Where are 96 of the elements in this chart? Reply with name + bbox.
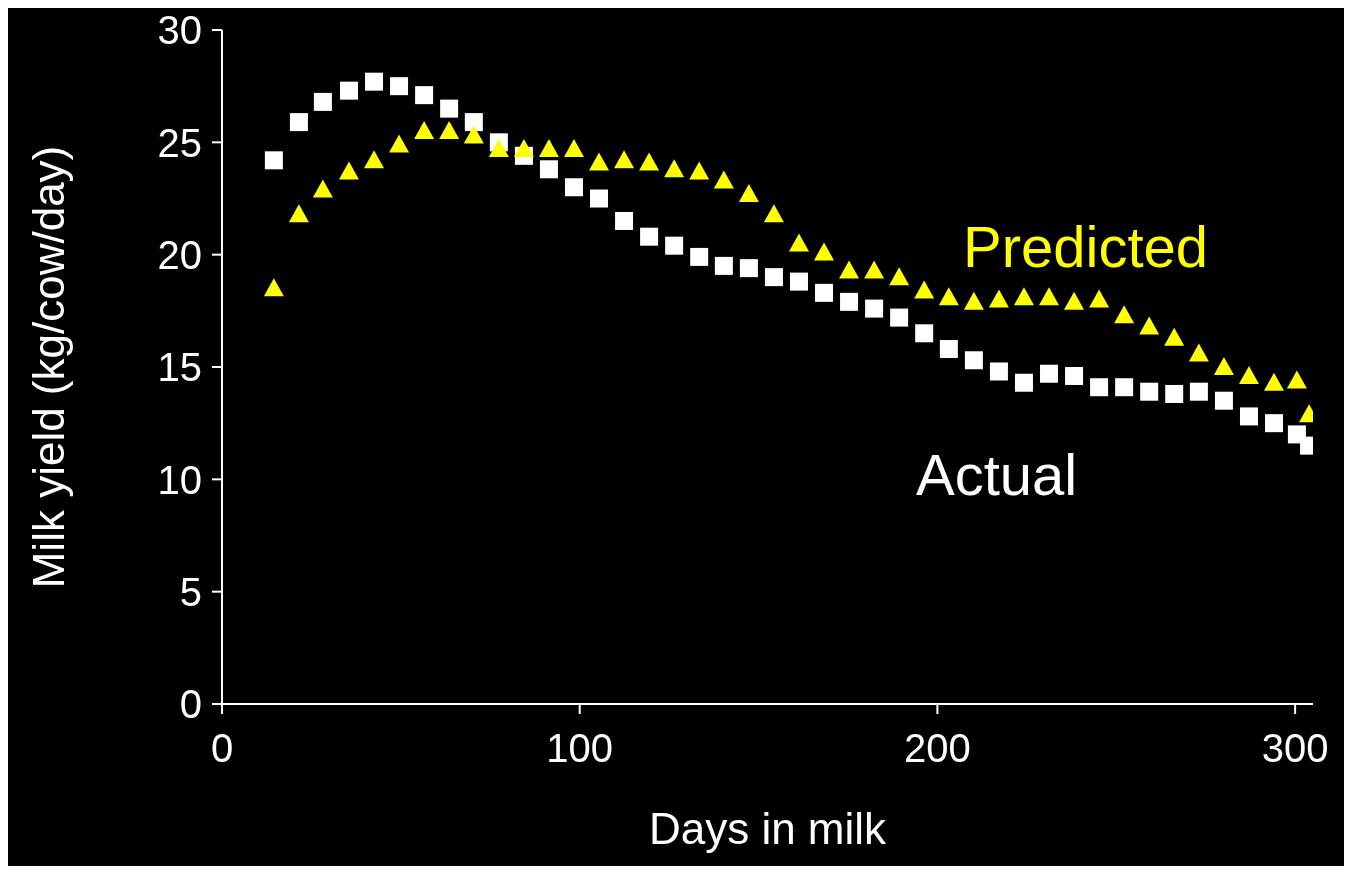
point <box>488 139 509 158</box>
point <box>1040 364 1059 383</box>
point <box>513 139 534 158</box>
series-label: Actual <box>916 442 1078 507</box>
point <box>615 211 634 230</box>
point <box>639 152 660 171</box>
point <box>814 242 835 261</box>
point <box>1165 384 1184 403</box>
point <box>840 292 859 311</box>
point <box>1065 366 1084 385</box>
x-tick-label: 0 <box>210 726 234 771</box>
point <box>539 160 558 179</box>
point <box>339 81 358 100</box>
point <box>640 227 659 246</box>
point <box>890 308 909 327</box>
point <box>915 324 934 343</box>
point <box>664 159 685 178</box>
point <box>288 204 309 223</box>
point <box>1188 343 1209 362</box>
x-tick-label: 100 <box>546 726 614 771</box>
point <box>989 362 1008 381</box>
point <box>815 283 834 302</box>
point <box>289 113 308 132</box>
point <box>414 121 435 140</box>
point <box>1115 378 1134 397</box>
point <box>338 161 359 180</box>
point <box>1213 357 1234 375</box>
point <box>1238 365 1259 384</box>
point <box>889 267 910 286</box>
point <box>714 256 733 275</box>
point <box>865 299 884 318</box>
y-tick-label: 10 <box>157 457 202 502</box>
point <box>538 139 559 158</box>
point <box>439 121 460 140</box>
y-tick-label: 30 <box>157 8 202 53</box>
point <box>1164 327 1185 346</box>
point <box>264 151 283 170</box>
point <box>313 92 332 111</box>
point <box>938 287 959 306</box>
y-tick-label: 0 <box>179 682 202 727</box>
point <box>939 340 958 359</box>
point <box>1039 287 1060 306</box>
point <box>1013 287 1034 306</box>
point <box>1265 414 1284 433</box>
point <box>1089 289 1110 308</box>
point <box>364 150 385 169</box>
series-label: Predicted <box>963 214 1209 279</box>
x-tick-label: 200 <box>904 726 971 771</box>
point <box>1140 382 1159 401</box>
point <box>1239 407 1258 426</box>
point <box>563 139 584 158</box>
point <box>864 260 885 279</box>
point <box>1090 378 1109 397</box>
point <box>1214 391 1233 410</box>
point <box>589 152 610 171</box>
point <box>390 77 409 96</box>
point <box>988 289 1009 308</box>
point <box>665 236 684 255</box>
x-axis-title: Days in milk <box>648 804 888 853</box>
point <box>263 278 284 297</box>
point <box>463 125 484 144</box>
y-tick-label: 25 <box>157 120 202 165</box>
point <box>1114 305 1135 324</box>
point <box>389 134 410 153</box>
point <box>763 204 784 223</box>
point <box>1189 382 1208 401</box>
point <box>764 268 783 287</box>
point <box>1264 372 1285 391</box>
point <box>713 170 734 189</box>
point <box>564 178 583 197</box>
x-tick-label: 300 <box>1261 726 1329 771</box>
point <box>1064 291 1085 310</box>
y-axis-title: Milk yield (kg/cow/day) <box>23 145 73 589</box>
point <box>365 72 384 91</box>
point <box>690 247 709 266</box>
point <box>914 280 935 299</box>
point <box>415 86 434 105</box>
y-tick-label: 20 <box>157 232 202 277</box>
point <box>789 272 808 291</box>
y-tick-label: 15 <box>157 345 202 390</box>
point <box>788 233 809 252</box>
point <box>1139 316 1160 335</box>
point <box>689 161 710 180</box>
point <box>964 351 983 370</box>
point <box>590 189 609 208</box>
point <box>464 113 483 132</box>
point <box>839 260 860 279</box>
point <box>312 179 333 198</box>
point <box>614 150 635 169</box>
y-tick-label: 5 <box>179 569 202 614</box>
point <box>739 259 758 278</box>
point <box>440 99 459 118</box>
point <box>963 291 984 310</box>
point <box>1286 370 1307 389</box>
point <box>738 184 759 203</box>
point <box>1014 373 1033 392</box>
